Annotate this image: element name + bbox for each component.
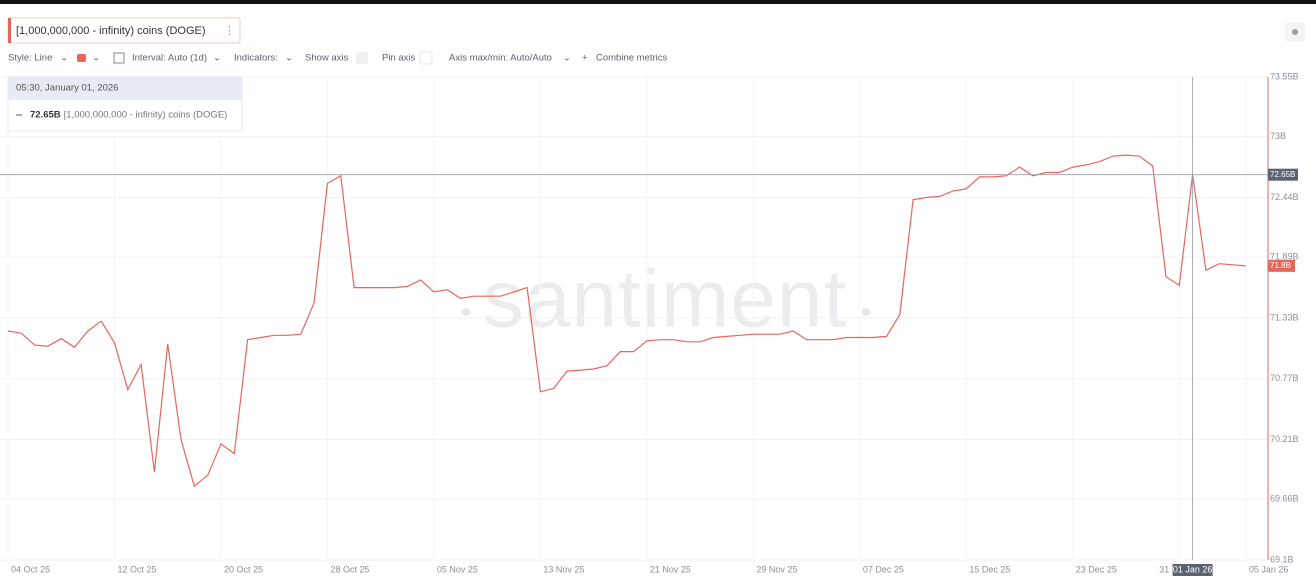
chevron: ⌄ [213,53,221,64]
chevron: ⌄ [285,53,293,64]
x-tick-label: 31 [1159,564,1169,574]
x-tick-label: 07 Dec 25 [863,564,904,574]
y-tick-label: 73.55B [1270,71,1299,81]
x-tick-label: 13 Nov 25 [543,564,584,574]
x-tick-label: 05 Jan 26 [1249,564,1289,574]
last-value-box [1268,259,1295,272]
y-tick-label: 73B [1270,131,1286,141]
y-tick-label: 70.21B [1270,434,1299,444]
last-value-label: 71.8B [1270,261,1291,270]
show-axis-label[interactable]: Show axis [305,53,349,64]
tag-menu[interactable]: ⋮ [224,25,235,37]
tooltip-date: 05:30, January 01, 2026 [16,83,118,94]
y-tick-label: 71.89B [1270,252,1299,262]
y-tick-label: 71.33B [1270,312,1299,322]
show-axis-checkbox[interactable] [356,52,368,64]
plus-icon: + [582,53,588,64]
style-select[interactable]: Style: Line [8,53,52,64]
axis-minmax-select[interactable]: Axis max/min: Auto/Auto [449,53,552,64]
x-tick-label: 20 Oct 25 [224,564,263,574]
tooltip-value: 72.65B [30,110,61,121]
plot: 73.55B 73B 72.44B 71.89B 71.33B 70.77B 70.21B 6… [0,71,1299,576]
watermark-dot [862,308,870,316]
x-tick-label: 28 Oct 25 [330,564,369,574]
y-tick-label: 69.66B [1270,494,1299,504]
pin-axis-label[interactable]: Pin axis [382,53,416,64]
chevron: ⌄ [563,53,571,64]
x-tick-label: 04 Oct 25 [11,564,50,574]
x-tick-label: 23 Dec 25 [1076,564,1117,574]
metric-name: [1,000,000,000 - infinity) coins (DOGE) [16,25,206,37]
tooltip-metric: [1,000,000,000 - infinity) coins (DOGE) [64,110,228,121]
combine-metrics[interactable]: Combine metrics [596,53,668,64]
tooltip-header [8,77,242,100]
toolbar: Style: Line ⌄ ⌄ Interval: Auto (1d) ⌄ In… [8,51,668,65]
crosshair-label-box [1268,168,1298,181]
x-tick-label: 21 Nov 25 [650,564,691,574]
x-tick-label: 12 Oct 25 [117,564,156,574]
interval-icon [113,52,125,64]
chevron: ⌄ [92,53,100,64]
x-tick-label: 15 Dec 25 [969,564,1010,574]
y-tick-label: 70.77B [1270,373,1299,383]
crosshair-label: 72.65B [1270,170,1295,179]
watermark-dot [462,308,470,316]
tooltip: 05:30, January 01, 2026 72.65B [1,000,00… [7,76,243,132]
x-tick-label: 29 Nov 25 [756,564,797,574]
watermark: santiment [462,254,870,345]
pin-axis-checkbox[interactable] [419,51,433,65]
color-picker[interactable] [77,54,86,62]
metric-tag[interactable]: [1,000,000,000 - infinity) coins (DOGE) … [7,17,241,44]
watermark-text: santiment [483,254,848,345]
tag-accent [8,18,11,43]
interval-select[interactable]: Interval: Auto (1d) [132,53,207,64]
chevron: ⌄ [60,53,68,64]
x-highlight-box [1172,564,1213,576]
top-bar [0,0,1316,4]
y-tick-label: 72.44B [1270,192,1299,202]
series-line [7,154,1246,488]
settings-icon [1292,29,1298,35]
y-tick-label: 69.1B [1270,554,1294,564]
x-tick-label: 05 Nov 25 [437,564,478,574]
indicators-select[interactable]: Indicators: [234,53,278,64]
x-tick-label: 01 Jan 26 [1173,564,1213,574]
